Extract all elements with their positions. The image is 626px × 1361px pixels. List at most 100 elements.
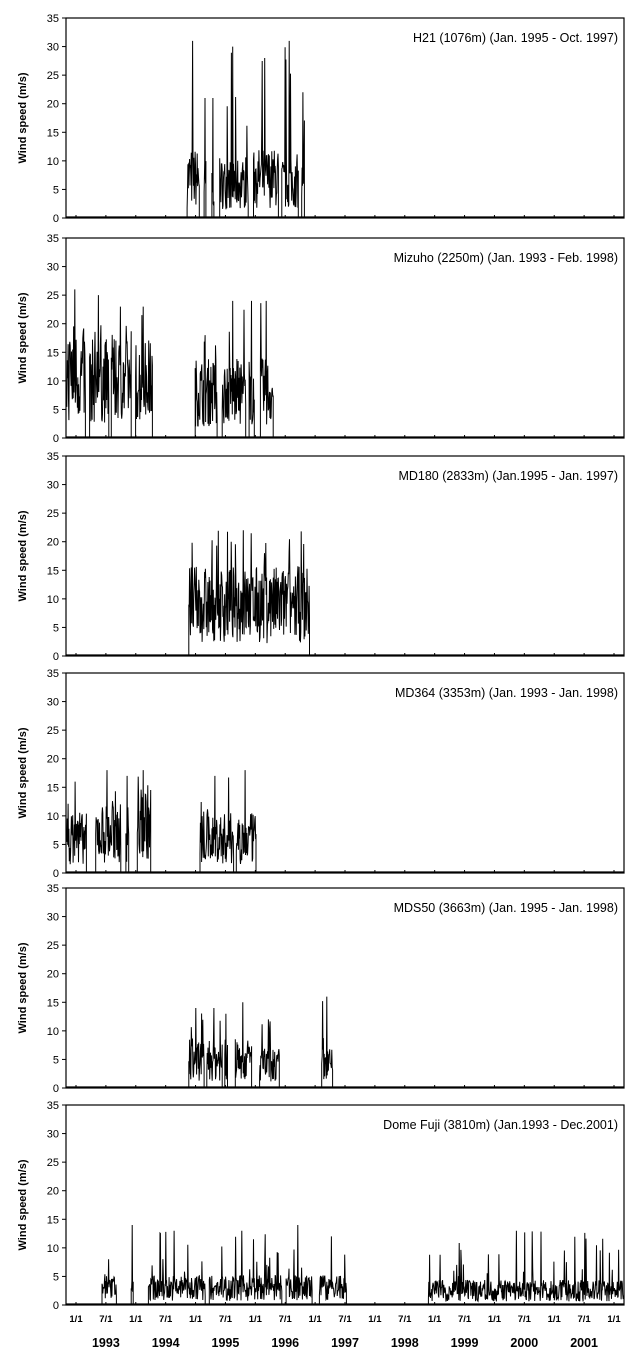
wind-speed-series bbox=[427, 1230, 625, 1305]
x-tick-label: 1/1 bbox=[428, 1314, 442, 1325]
y-axis-label: Wind speed (m/s) bbox=[17, 292, 29, 383]
wind-speed-series bbox=[194, 335, 218, 438]
wind-speed-series bbox=[89, 295, 110, 438]
x-tick-label: 1/1 bbox=[488, 1314, 502, 1325]
panel-3: 0 5 10 15 20 25 30 35 Wind speed (m/s) MD180 (283… bbox=[17, 451, 625, 663]
y-tick-label: 25 bbox=[47, 1157, 59, 1169]
y-tick-label: 0 bbox=[53, 1083, 59, 1095]
y-axis-label: Wind speed (m/s) bbox=[17, 942, 29, 1033]
panel-frame bbox=[65, 887, 625, 1089]
y-tick-label: 5 bbox=[53, 1271, 59, 1283]
y-tick-label: 35 bbox=[47, 451, 59, 463]
wind-speed-series bbox=[110, 306, 132, 438]
y-tick-label: 20 bbox=[47, 537, 59, 549]
y-tick-label: 30 bbox=[47, 480, 59, 492]
wind-speed-series bbox=[259, 1019, 280, 1088]
y-tick-label: 10 bbox=[47, 376, 59, 388]
panel-title: MD364 (3353m) (Jan. 1993 - Jan. 1998) bbox=[395, 686, 618, 700]
wind-speed-series bbox=[281, 40, 299, 218]
panel-4: 0 5 10 15 20 25 30 35 Wind speed (m/s) MD364 (335… bbox=[17, 668, 625, 880]
x-tick-label: 1/1 bbox=[607, 1314, 621, 1325]
panels-group: 0 5 10 15 20 25 30 35 Wind speed (m/s) H21 (1076m… bbox=[17, 13, 625, 1312]
y-tick-label: 0 bbox=[53, 433, 59, 445]
x-tick-label: 7/1 bbox=[578, 1314, 592, 1325]
wind-speed-series bbox=[221, 300, 247, 438]
y-tick-label: 15 bbox=[47, 1214, 59, 1226]
panel-title: MDS50 (3663m) (Jan. 1995 - Jan. 1998) bbox=[394, 901, 618, 915]
y-tick-label: 10 bbox=[47, 1026, 59, 1038]
wind-speed-series bbox=[234, 1002, 253, 1088]
year-label: 1998 bbox=[391, 1336, 419, 1350]
wind-speed-series bbox=[125, 775, 130, 873]
x-tick-label: 1/1 bbox=[548, 1314, 562, 1325]
y-tick-label: 35 bbox=[47, 883, 59, 895]
wind-speed-series bbox=[188, 530, 310, 656]
wind-speed-series bbox=[199, 775, 235, 873]
wind-speed-series bbox=[248, 300, 255, 438]
wind-speed-series bbox=[224, 1013, 228, 1088]
y-tick-label: 20 bbox=[47, 99, 59, 111]
x-tick-label: 7/1 bbox=[159, 1314, 173, 1325]
y-tick-label: 20 bbox=[47, 1186, 59, 1198]
y-tick-label: 10 bbox=[47, 594, 59, 606]
y-tick-label: 30 bbox=[47, 697, 59, 709]
x-tick-label: 1/1 bbox=[368, 1314, 382, 1325]
y-tick-label: 0 bbox=[53, 213, 59, 225]
wind-speed-series bbox=[235, 770, 257, 873]
wind-speed-series bbox=[253, 57, 279, 218]
x-tick-label: 1/1 bbox=[189, 1314, 203, 1325]
y-tick-label: 5 bbox=[53, 839, 59, 851]
y-tick-label: 25 bbox=[47, 70, 59, 82]
wind-speed-series bbox=[321, 996, 334, 1088]
wind-speed-series bbox=[130, 1224, 134, 1305]
x-tick-label: 1/1 bbox=[309, 1314, 323, 1325]
x-tick-label: 7/1 bbox=[398, 1314, 412, 1325]
y-tick-label: 30 bbox=[47, 912, 59, 924]
y-tick-label: 10 bbox=[47, 811, 59, 823]
x-tick-label: 7/1 bbox=[518, 1314, 532, 1325]
panel-frame bbox=[65, 455, 625, 657]
y-tick-label: 15 bbox=[47, 565, 59, 577]
y-tick-label: 30 bbox=[47, 262, 59, 274]
year-label: 1997 bbox=[331, 1336, 359, 1350]
wind-speed-series bbox=[206, 1007, 223, 1088]
x-tick-label: 1/1 bbox=[69, 1314, 83, 1325]
panel-5: 0 5 10 15 20 25 30 35 Wind speed (m/s) MDS50 (366… bbox=[17, 883, 625, 1095]
panel-1: 0 5 10 15 20 25 30 35 Wind speed (m/s) H21 (1076m… bbox=[17, 13, 625, 225]
x-tick-label: 7/1 bbox=[219, 1314, 233, 1325]
y-tick-label: 35 bbox=[47, 668, 59, 680]
year-label: 1994 bbox=[152, 1336, 180, 1350]
y-tick-label: 0 bbox=[53, 651, 59, 663]
y-tick-label: 20 bbox=[47, 754, 59, 766]
x-tick-label: 1/1 bbox=[129, 1314, 143, 1325]
x-tick-label: 7/1 bbox=[279, 1314, 293, 1325]
x-tick-label: 1/1 bbox=[249, 1314, 263, 1325]
y-tick-label: 35 bbox=[47, 233, 59, 245]
year-label: 1996 bbox=[271, 1336, 299, 1350]
panel-frame bbox=[65, 17, 625, 219]
panel-title: Dome Fuji (3810m) (Jan.1993 - Dec.2001) bbox=[383, 1118, 618, 1132]
y-tick-label: 10 bbox=[47, 156, 59, 168]
y-tick-label: 0 bbox=[53, 868, 59, 880]
y-tick-label: 35 bbox=[47, 13, 59, 25]
y-tick-label: 5 bbox=[53, 184, 59, 196]
panel-title: MD180 (2833m) (Jan.1995 - Jan. 1997) bbox=[398, 469, 618, 483]
y-tick-label: 20 bbox=[47, 969, 59, 981]
wind-speed-series bbox=[186, 40, 200, 218]
wind-speed-series bbox=[65, 289, 86, 438]
panel-title: Mizuho (2250m) (Jan. 1993 - Feb. 1998) bbox=[394, 251, 618, 265]
y-axis-label: Wind speed (m/s) bbox=[17, 727, 29, 818]
y-axis-label: Wind speed (m/s) bbox=[17, 1159, 29, 1250]
panel-2: 0 5 10 15 20 25 30 35 Wind speed (m/s) Mizuho (22… bbox=[17, 233, 625, 445]
y-tick-label: 5 bbox=[53, 1054, 59, 1066]
wind-speed-series bbox=[203, 97, 207, 218]
wind-speed-series bbox=[285, 1224, 313, 1305]
year-label: 1995 bbox=[212, 1336, 240, 1350]
wind-speed-series bbox=[135, 306, 153, 438]
y-tick-label: 30 bbox=[47, 1129, 59, 1141]
wind-speed-series bbox=[219, 46, 249, 218]
x-tick-label: 7/1 bbox=[458, 1314, 472, 1325]
wind-speed-series bbox=[211, 97, 215, 218]
y-tick-label: 5 bbox=[53, 404, 59, 416]
